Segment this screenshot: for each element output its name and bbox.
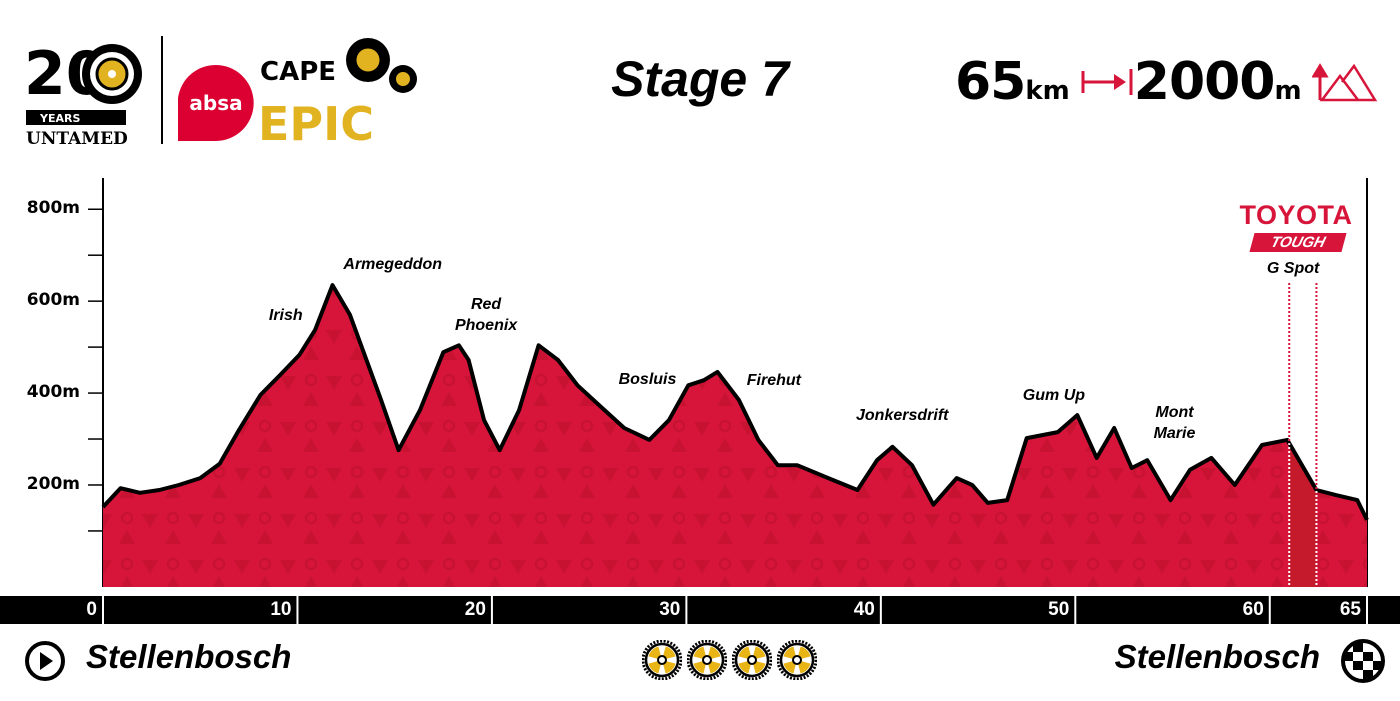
svg-text:UNTAMED: UNTAMED	[26, 129, 128, 149]
gear-icon	[777, 640, 817, 680]
x-axis-band	[0, 596, 1400, 624]
x-tick-label: 0	[86, 599, 97, 620]
climb-annotation: Gum Up	[1022, 387, 1086, 404]
climb-annotation: Jonkersdrift	[856, 407, 949, 424]
finish-location: Stellenbosch	[1114, 638, 1320, 675]
y-tick-label: 400m	[26, 382, 80, 403]
svg-text:CAPE: CAPE	[260, 57, 336, 87]
climb-unit: m	[1274, 76, 1302, 106]
climb-annotation: Firehut	[746, 372, 801, 389]
logos: 20 YEARS UNTAMED absa CAPE EPIC	[24, 36, 417, 150]
distance-arrow-icon	[1081, 69, 1133, 95]
x-tick-label: 65	[1339, 599, 1361, 620]
climb-annotation: Irish	[268, 307, 303, 324]
x-tick-label: 60	[1242, 599, 1264, 620]
climb-annotation: Armegeddon	[343, 256, 443, 273]
x-tick-label: 10	[270, 599, 292, 620]
toyota-logo: TOYOTA	[1239, 200, 1353, 230]
start-location: Stellenbosch	[86, 638, 292, 675]
gear-icon	[687, 640, 727, 680]
play-circle-icon	[25, 641, 65, 681]
x-tick-label: 40	[853, 599, 875, 620]
svg-text:EPIC: EPIC	[258, 97, 374, 150]
y-tick-label: 800m	[26, 198, 80, 219]
stage-title: Stage 7	[611, 51, 789, 107]
plot-area	[101, 283, 1369, 587]
y-tick-label: 600m	[26, 290, 80, 311]
gear-icon	[642, 640, 682, 680]
difficulty-rating	[642, 640, 817, 680]
tough-badge: TOUGH	[1249, 233, 1347, 252]
x-tick-label: 20	[464, 599, 486, 620]
climb-annotation: G Spot	[1266, 260, 1320, 277]
stage-stats: 65 km 2000 m	[955, 52, 1378, 112]
gear-icon	[732, 640, 772, 680]
20-years-untamed-logo: 20 YEARS UNTAMED	[24, 39, 142, 149]
distance-value: 65	[955, 52, 1026, 112]
climb-annotation: Mont Marie	[1153, 404, 1196, 442]
elevation-line	[101, 283, 1369, 521]
climb-annotation: Bosluis	[618, 371, 677, 388]
y-tick-label: 200m	[26, 473, 80, 494]
cape-epic-logo: CAPE EPIC	[258, 38, 417, 150]
x-tick-label: 50	[1048, 599, 1070, 620]
absa-logo: absa	[178, 65, 254, 141]
logo-divider	[161, 36, 163, 144]
x-tick-label: 30	[659, 599, 681, 620]
checkered-flag-icon	[1341, 639, 1385, 683]
distance-unit: km	[1025, 76, 1070, 106]
x-axis-bar	[0, 594, 1400, 624]
elevation-area	[103, 285, 1367, 587]
svg-text:YEARS: YEARS	[39, 112, 80, 125]
climb-annotation: Red Phoenix	[454, 296, 518, 334]
svg-text:absa: absa	[189, 91, 242, 115]
climb-value: 2000	[1133, 52, 1276, 112]
mountain-climb-icon	[1311, 63, 1377, 102]
